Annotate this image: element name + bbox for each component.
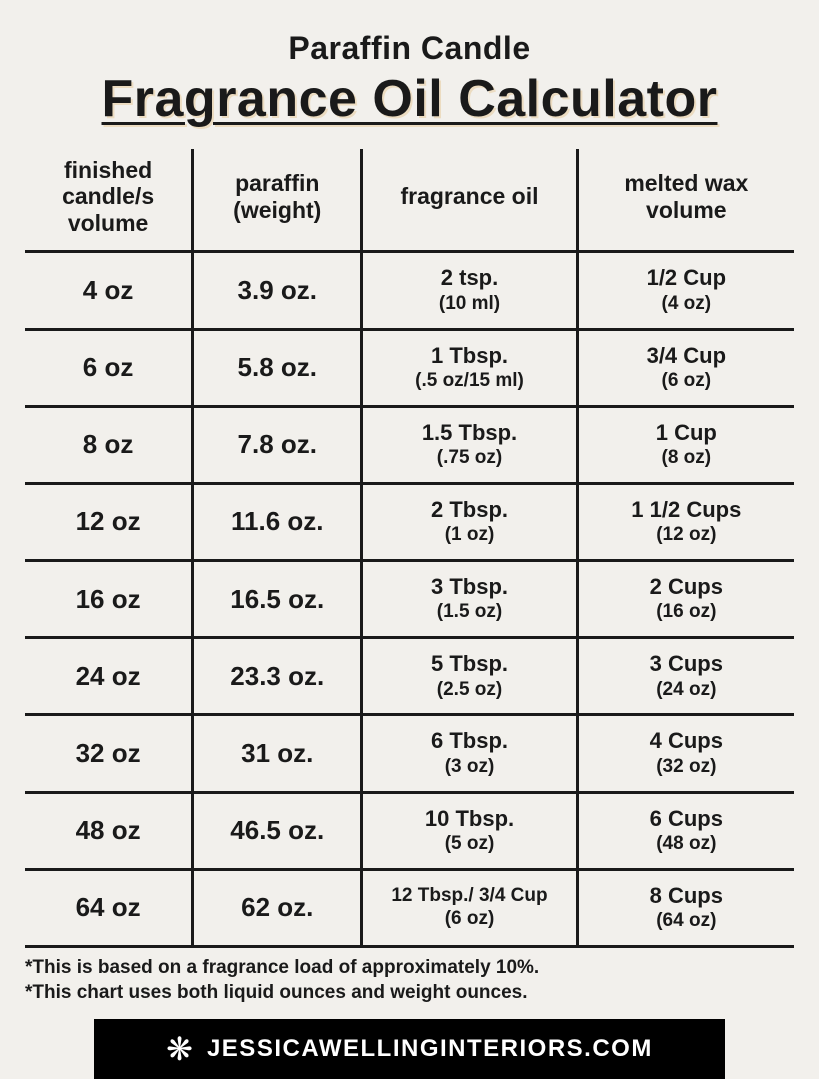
cell-volume: 32 oz xyxy=(25,716,194,790)
cell-wax: 6 Cups(48 oz) xyxy=(579,794,794,868)
table-row: 24 oz23.3 oz.5 Tbsp.(2.5 oz)3 Cups(24 oz… xyxy=(25,636,794,713)
table-row: 16 oz16.5 oz.3 Tbsp.(1.5 oz)2 Cups(16 oz… xyxy=(25,559,794,636)
cell-fragrance: 1 Tbsp.(.5 oz/15 ml) xyxy=(363,331,578,405)
column-header-paraffin: paraffin (weight) xyxy=(194,149,363,250)
cell-fragrance: 5 Tbsp.(2.5 oz) xyxy=(363,639,578,713)
footnotes: *This is based on a fragrance load of ap… xyxy=(25,956,794,1005)
page-header: Paraffin Candle Fragrance Oil Calculator xyxy=(25,30,794,129)
table-row: 8 oz7.8 oz.1.5 Tbsp.(.75 oz)1 Cup(8 oz) xyxy=(25,405,794,482)
cell-wax: 1 1/2 Cups(12 oz) xyxy=(579,485,794,559)
footer-banner: ❋ JESSICAWELLINGINTERIORS.COM xyxy=(94,1019,725,1079)
footnote-2: *This chart uses both liquid ounces and … xyxy=(25,981,794,1006)
table-row: 64 oz62 oz.12 Tbsp./ 3/4 Cup(6 oz)8 Cups… xyxy=(25,868,794,948)
cell-fragrance: 3 Tbsp.(1.5 oz) xyxy=(363,562,578,636)
column-header-fragrance: fragrance oil xyxy=(363,149,578,250)
cell-fragrance: 6 Tbsp.(3 oz) xyxy=(363,716,578,790)
column-header-wax: melted wax volume xyxy=(579,149,794,250)
cell-wax: 2 Cups(16 oz) xyxy=(579,562,794,636)
calculator-table: finished candle/s volume paraffin (weigh… xyxy=(25,149,794,948)
footnote-1: *This is based on a fragrance load of ap… xyxy=(25,956,794,981)
table-row: 4 oz3.9 oz.2 tsp.(10 ml)1/2 Cup(4 oz) xyxy=(25,250,794,327)
table-body: 4 oz3.9 oz.2 tsp.(10 ml)1/2 Cup(4 oz)6 o… xyxy=(25,250,794,948)
cell-volume: 48 oz xyxy=(25,794,194,868)
cell-paraffin: 5.8 oz. xyxy=(194,331,363,405)
table-row: 12 oz11.6 oz.2 Tbsp.(1 oz)1 1/2 Cups(12 … xyxy=(25,482,794,559)
cell-paraffin: 62 oz. xyxy=(194,871,363,945)
cell-paraffin: 7.8 oz. xyxy=(194,408,363,482)
cell-volume: 6 oz xyxy=(25,331,194,405)
cell-volume: 8 oz xyxy=(25,408,194,482)
cell-paraffin: 46.5 oz. xyxy=(194,794,363,868)
snowflake-icon: ❋ xyxy=(166,1033,193,1065)
cell-wax: 1/2 Cup(4 oz) xyxy=(579,253,794,327)
cell-wax: 1 Cup(8 oz) xyxy=(579,408,794,482)
cell-wax: 4 Cups(32 oz) xyxy=(579,716,794,790)
cell-volume: 4 oz xyxy=(25,253,194,327)
cell-paraffin: 31 oz. xyxy=(194,716,363,790)
table-row: 32 oz31 oz.6 Tbsp.(3 oz)4 Cups(32 oz) xyxy=(25,713,794,790)
cell-fragrance: 12 Tbsp./ 3/4 Cup(6 oz) xyxy=(363,871,578,945)
cell-paraffin: 11.6 oz. xyxy=(194,485,363,559)
cell-volume: 24 oz xyxy=(25,639,194,713)
cell-paraffin: 3.9 oz. xyxy=(194,253,363,327)
cell-volume: 16 oz xyxy=(25,562,194,636)
cell-fragrance: 2 tsp.(10 ml) xyxy=(363,253,578,327)
cell-wax: 8 Cups(64 oz) xyxy=(579,871,794,945)
subtitle: Paraffin Candle xyxy=(25,30,794,67)
cell-fragrance: 1.5 Tbsp.(.75 oz) xyxy=(363,408,578,482)
footer-url-text: JESSICAWELLINGINTERIORS.COM xyxy=(207,1035,653,1063)
cell-wax: 3 Cups(24 oz) xyxy=(579,639,794,713)
page-title: Fragrance Oil Calculator xyxy=(25,69,794,129)
cell-wax: 3/4 Cup(6 oz) xyxy=(579,331,794,405)
table-header-row: finished candle/s volume paraffin (weigh… xyxy=(25,149,794,250)
cell-fragrance: 2 Tbsp.(1 oz) xyxy=(363,485,578,559)
cell-volume: 12 oz xyxy=(25,485,194,559)
cell-fragrance: 10 Tbsp.(5 oz) xyxy=(363,794,578,868)
table-row: 6 oz5.8 oz.1 Tbsp.(.5 oz/15 ml)3/4 Cup(6… xyxy=(25,328,794,405)
table-row: 48 oz46.5 oz.10 Tbsp.(5 oz)6 Cups(48 oz) xyxy=(25,791,794,868)
cell-volume: 64 oz xyxy=(25,871,194,945)
column-header-volume: finished candle/s volume xyxy=(25,149,194,250)
cell-paraffin: 16.5 oz. xyxy=(194,562,363,636)
cell-paraffin: 23.3 oz. xyxy=(194,639,363,713)
